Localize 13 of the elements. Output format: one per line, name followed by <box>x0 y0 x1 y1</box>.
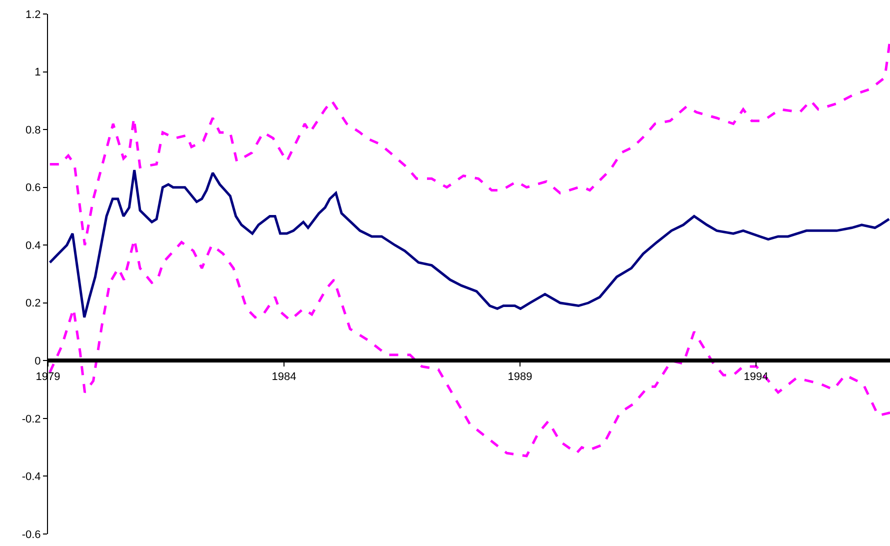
y-tick-label: 1.2 <box>26 8 41 21</box>
y-tick-label: 0.6 <box>26 182 41 194</box>
y-tick-label: 0 <box>34 356 41 368</box>
x-tick-label: 1984 <box>272 370 296 383</box>
y-tick-label: -0.2 <box>22 413 41 426</box>
y-tick-label: -0.6 <box>22 528 41 541</box>
line-series <box>48 168 890 319</box>
y-tick-label: 0.2 <box>26 298 41 310</box>
x-tick-label: 1989 <box>508 370 532 383</box>
y-tick-label: 0.4 <box>26 240 41 252</box>
y-tick-label: 1 <box>34 66 41 79</box>
y-tick-label: 0.8 <box>26 124 41 136</box>
y-tick-label: -0.4 <box>22 471 41 484</box>
